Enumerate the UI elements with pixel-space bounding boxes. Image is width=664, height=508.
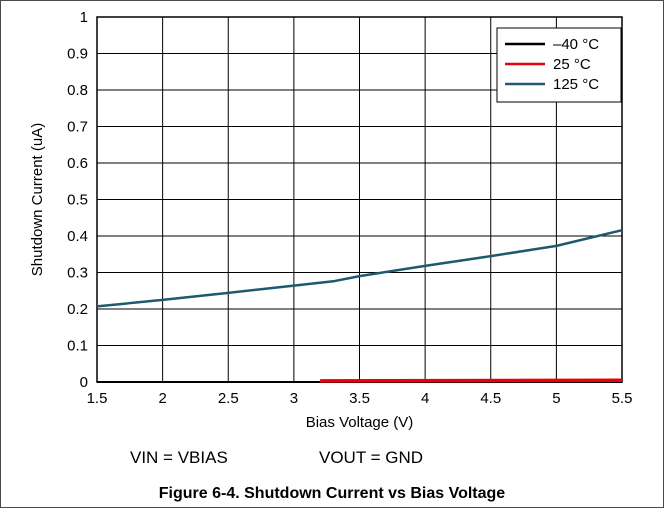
x-tick-label: 1.5 (87, 390, 108, 407)
x-tick-label: 4.5 (480, 390, 501, 407)
y-tick-label: 0.6 (67, 155, 88, 172)
series-line-25 (320, 378, 623, 383)
y-tick-label: 0.5 (67, 192, 88, 209)
y-tick-label: 0.3 (67, 265, 88, 282)
legend: –40 °C 25 °C 125 °C (496, 27, 622, 103)
legend-label-m40: –40 °C (553, 36, 599, 53)
y-tick-label: 0.4 (67, 228, 88, 245)
x-tick-label: 5 (552, 390, 560, 407)
x-tick-label: 5.5 (612, 390, 633, 407)
annotation-vin: VIN = VBIAS (130, 448, 228, 467)
x-tick-label: 3.5 (349, 390, 370, 407)
x-tick-label: 2 (158, 390, 166, 407)
x-tick-label: 2.5 (218, 390, 239, 407)
y-tick-label: 0.2 (67, 301, 88, 318)
y-tick-label: 0.7 (67, 119, 88, 136)
y-axis-title: Shutdown Current (uA) (29, 123, 46, 276)
x-tick-label: 3 (290, 390, 298, 407)
y-tick-label: 0 (80, 374, 88, 391)
y-tick-label: 0.8 (67, 82, 88, 99)
x-tick-labels: 1.5 2 2.5 3 3.5 4 4.5 5 5.5 (87, 390, 633, 407)
x-axis-title: Bias Voltage (V) (306, 414, 414, 431)
y-tick-label: 0.9 (67, 46, 88, 63)
series-layer (96, 228, 623, 383)
annotation-vout: VOUT = GND (319, 448, 424, 467)
figure-caption: Figure 6-4. Shutdown Current vs Bias Vol… (158, 485, 506, 502)
y-tick-label: 1 (80, 9, 88, 26)
legend-label-125: 125 °C (553, 76, 599, 93)
legend-label-25: 25 °C (553, 56, 591, 73)
y-tick-label: 0.1 (67, 338, 88, 355)
y-tick-labels: 0 0.1 0.2 0.3 0.4 0.5 0.6 0.7 0.8 0.9 1 (67, 9, 88, 391)
x-tick-label: 4 (421, 390, 429, 407)
series-line-125 (96, 228, 623, 308)
